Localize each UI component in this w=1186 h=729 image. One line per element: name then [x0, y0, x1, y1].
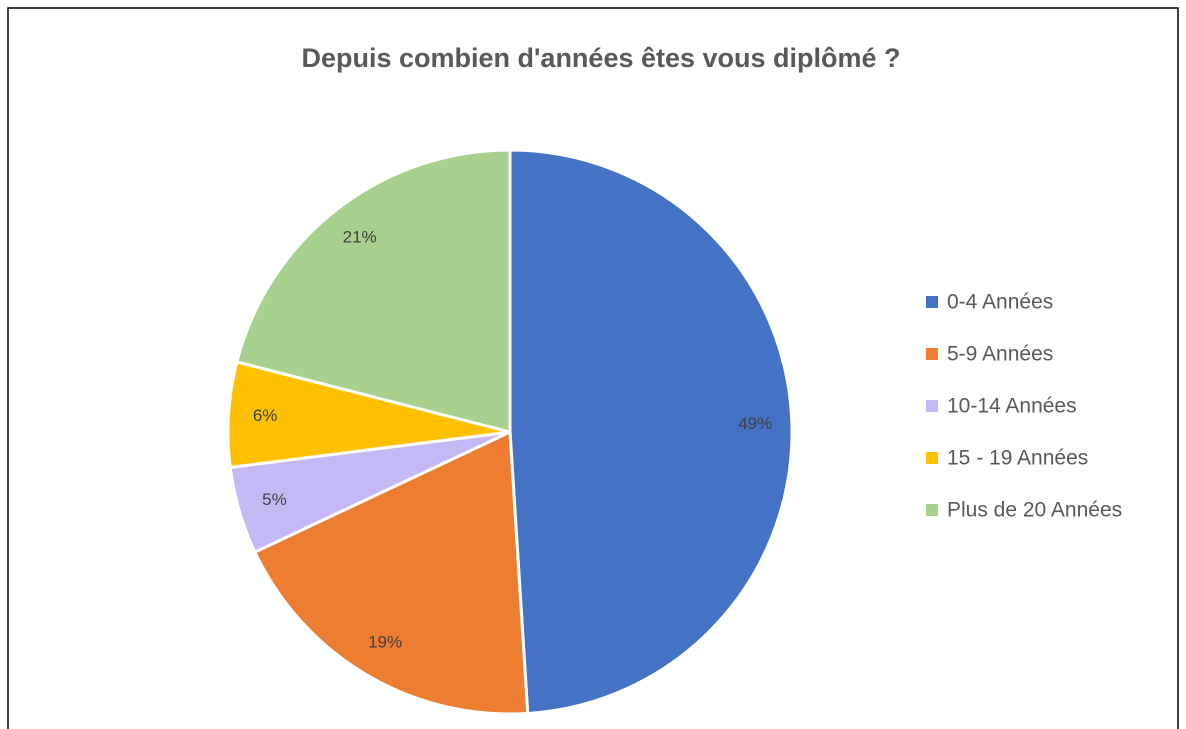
legend-swatch	[926, 452, 938, 464]
data-label: 5%	[262, 490, 287, 509]
legend-swatch	[926, 400, 938, 412]
data-label: 6%	[253, 406, 278, 425]
legend-label: 15 - 19 Années	[947, 447, 1088, 470]
legend-label: 10-14 Années	[947, 395, 1077, 418]
chart-title: Depuis combien d'années êtes vous diplôm…	[301, 43, 900, 73]
legend-label: 0-4 Années	[947, 291, 1053, 314]
data-label: 19%	[368, 633, 402, 652]
legend-label: 5-9 Années	[947, 343, 1053, 366]
chart-frame	[7, 7, 1179, 729]
pie-slice	[508, 148, 794, 716]
data-label: 21%	[343, 228, 377, 247]
data-label: 49%	[738, 414, 772, 433]
pie-slice	[235, 148, 512, 434]
legend-label: Plus de 20 Années	[947, 499, 1122, 522]
pie-slice	[252, 429, 530, 716]
legend-swatch	[926, 504, 938, 516]
legend-swatch	[926, 348, 938, 360]
legend-swatch	[926, 296, 938, 308]
